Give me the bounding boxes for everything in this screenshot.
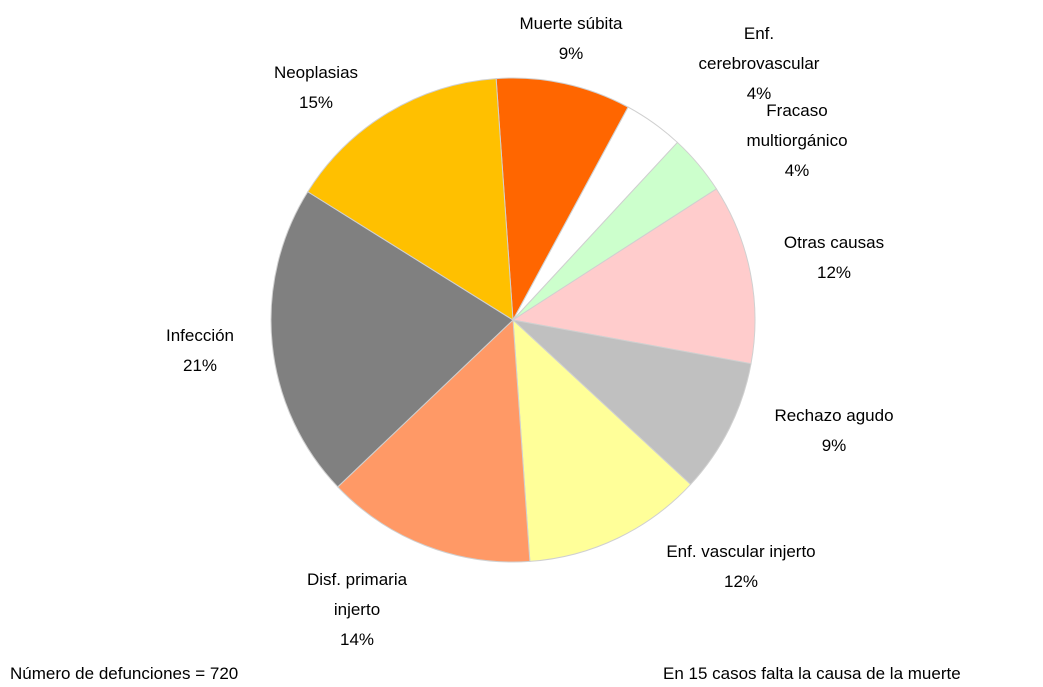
slice-label: Rechazo agudo 9%	[749, 401, 919, 461]
annotation: Número de defunciones = 720	[10, 664, 239, 683]
slice-label: Muerte súbita 9%	[491, 9, 651, 69]
slice-label: Enf. cerebrovascular 4%	[694, 19, 824, 109]
category-label: Enf. vascular injerto	[666, 542, 816, 561]
pie-slice	[307, 78, 514, 321]
category-label: Infección	[165, 326, 235, 345]
value-label: 9%	[558, 44, 584, 63]
value-label: 4%	[784, 161, 810, 180]
pie-slice	[270, 191, 514, 488]
value-label: 12%	[816, 263, 852, 282]
slice-label: Fracaso multiorgánico 4%	[737, 96, 857, 186]
category-label: Neoplasias	[273, 63, 359, 82]
pie-slice	[511, 319, 752, 486]
category-label: Rechazo agudo	[774, 406, 894, 425]
annotation: En 15 casos falta la causa de la muerte	[663, 664, 961, 683]
pie-slice	[511, 188, 756, 365]
slice-label: Neoplasias 15%	[251, 58, 381, 118]
category-label: Enf. cerebrovascular	[698, 24, 820, 73]
pie-slice	[337, 318, 531, 563]
value-label: 12%	[723, 572, 759, 591]
value-label: 4%	[746, 84, 772, 103]
slice-label: Enf. vascular injerto 12%	[631, 537, 851, 597]
slice-label: Infección 21%	[140, 321, 260, 381]
pie-slice	[495, 77, 629, 322]
value-label: 15%	[298, 93, 334, 112]
category-label: Muerte súbita	[519, 14, 623, 33]
category-label: Fracaso multiorgánico	[746, 101, 848, 150]
category-label: Otras causas	[783, 233, 885, 252]
value-label: 14%	[339, 630, 375, 649]
slice-label: Otras causas 12%	[764, 228, 904, 288]
value-label: 21%	[182, 356, 218, 375]
slice-label: Disf. primaria injerto 14%	[282, 565, 432, 655]
value-label: 9%	[821, 436, 847, 455]
category-label: Disf. primaria injerto	[306, 570, 408, 619]
pie-slice	[512, 318, 692, 562]
